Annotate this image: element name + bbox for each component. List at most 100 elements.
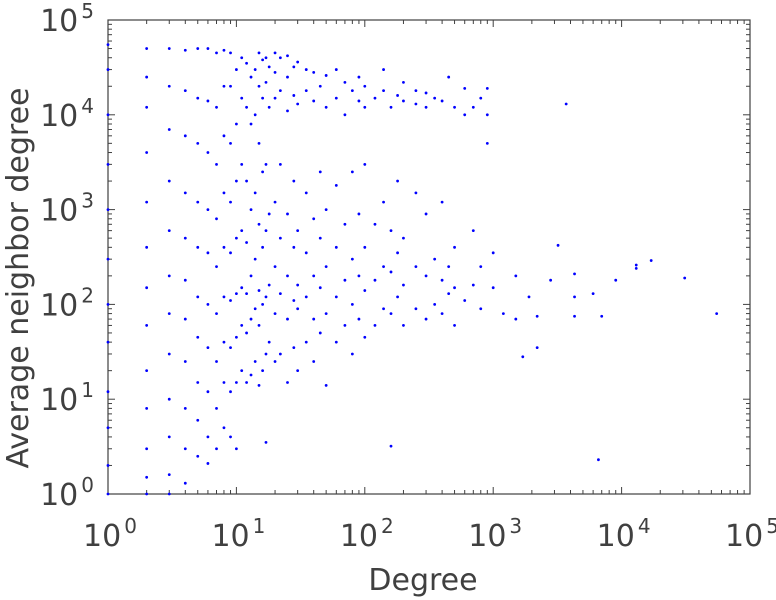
data-point: [145, 324, 149, 327]
data-point: [229, 200, 232, 204]
data-point: [240, 229, 244, 233]
data-point: [167, 84, 171, 88]
data-point: [106, 390, 110, 394]
data-point: [257, 84, 261, 88]
data-point: [183, 48, 187, 52]
data-point: [433, 96, 437, 100]
data-point: [235, 179, 238, 183]
data-point: [286, 54, 289, 58]
data-point: [215, 162, 218, 166]
data-point: [240, 162, 244, 166]
data-point: [229, 251, 232, 255]
data-point: [485, 141, 489, 145]
data-point: [491, 251, 495, 255]
data-point: [215, 105, 218, 109]
data-point: [396, 295, 399, 299]
data-point: [634, 263, 638, 267]
data-point: [304, 68, 308, 71]
data-point: [501, 312, 505, 315]
data-point: [261, 170, 265, 174]
data-point: [402, 236, 405, 240]
data-point: [453, 245, 456, 249]
data-point: [514, 317, 518, 321]
x-axis-title: Degree: [368, 563, 477, 598]
data-point: [249, 274, 253, 278]
data-point: [196, 200, 200, 204]
data-point: [167, 179, 171, 183]
data-point: [145, 369, 149, 373]
y-tick-label: 10 1: [40, 378, 94, 418]
data-point: [235, 447, 238, 451]
data-point: [304, 251, 308, 255]
data-point: [257, 141, 261, 145]
data-point: [222, 84, 226, 88]
data-point: [286, 317, 289, 321]
data-point: [106, 464, 110, 467]
data-point: [312, 274, 316, 278]
data-point: [167, 229, 171, 233]
data-point: [253, 113, 257, 117]
data-point: [261, 369, 265, 373]
data-point: [196, 245, 200, 249]
data-point: [402, 99, 405, 103]
data-point: [249, 75, 253, 79]
data-point: [222, 426, 226, 430]
data-point: [292, 179, 296, 183]
data-point: [206, 435, 210, 439]
data-point: [249, 122, 253, 126]
data-point: [235, 122, 238, 126]
data-point: [312, 99, 316, 103]
data-point: [318, 84, 322, 88]
data-point: [304, 191, 308, 195]
data-point: [106, 426, 110, 430]
data-point: [229, 390, 232, 394]
data-point: [240, 324, 244, 327]
data-point: [273, 312, 277, 315]
data-point: [183, 89, 187, 92]
data-point: [106, 113, 110, 117]
data-point: [183, 447, 187, 451]
data-point: [267, 212, 271, 216]
data-point: [240, 56, 244, 60]
data-point: [373, 278, 377, 282]
data-point: [167, 47, 171, 50]
data-point: [253, 257, 257, 261]
data-point: [264, 229, 268, 233]
y-tick-label: 10 0: [40, 473, 94, 513]
data-point: [264, 352, 268, 356]
data-point: [273, 360, 277, 363]
data-point: [206, 303, 210, 306]
data-point: [267, 340, 271, 344]
data-point: [292, 245, 296, 249]
data-point: [389, 229, 393, 233]
data-point: [267, 65, 271, 69]
data-point: [215, 217, 218, 221]
data-point: [257, 383, 261, 387]
data-point: [324, 74, 328, 77]
data-point: [264, 162, 268, 166]
data-point: [453, 105, 456, 109]
data-point: [396, 179, 399, 183]
data-point: [167, 128, 171, 131]
data-point: [471, 229, 475, 233]
data-point: [145, 200, 149, 204]
y-axis-title: Average neighbor degree: [1, 88, 36, 469]
data-point: [304, 295, 308, 299]
data-point: [273, 71, 277, 74]
data-point: [222, 245, 226, 249]
data-point: [167, 473, 171, 477]
data-point: [343, 324, 347, 327]
data-point: [463, 299, 467, 302]
data-point: [350, 303, 354, 306]
data-point: [215, 360, 218, 363]
data-point: [334, 295, 338, 299]
data-point: [424, 317, 428, 321]
data-point: [649, 259, 653, 262]
data-point: [363, 289, 367, 292]
data-point: [264, 80, 268, 84]
data-point: [414, 265, 418, 269]
data-point: [206, 346, 210, 350]
data-point: [264, 441, 268, 444]
data-point: [245, 241, 248, 244]
data-point: [564, 102, 568, 106]
